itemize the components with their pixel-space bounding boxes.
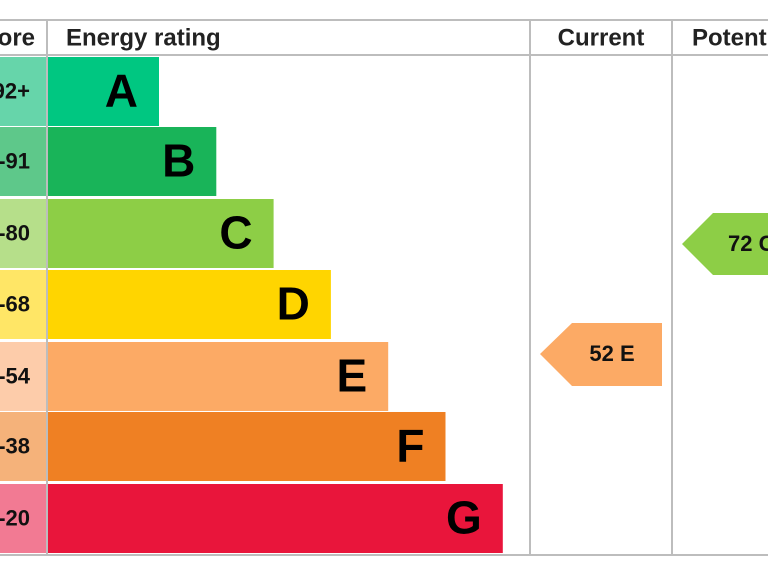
potential-header: Potential: [692, 24, 768, 51]
rating-letter: B: [162, 135, 195, 187]
score-range: 81-91: [0, 148, 30, 173]
rating-header: Energy rating: [66, 24, 221, 51]
score-cell: [0, 412, 46, 481]
rating-letter: A: [105, 65, 138, 117]
score-cell: [0, 484, 46, 553]
rating-band: [48, 199, 274, 268]
rating-letter: F: [396, 420, 424, 472]
potential-label: 72 C: [728, 231, 768, 256]
score-range: 55-68: [0, 291, 30, 316]
score-range: 39-54: [0, 363, 31, 388]
score-range: 92+: [0, 78, 30, 103]
score-range: 21-38: [0, 433, 30, 458]
potential-arrow: [682, 213, 768, 275]
rating-letter: E: [337, 350, 368, 402]
rating-band: [48, 57, 159, 126]
score-header: Score: [0, 24, 35, 51]
score-range: 69-80: [0, 220, 30, 245]
score-cell: [0, 127, 46, 196]
bands: 92+ A 81-91 B 69-80 C 55-68 D 39-54 E 21-38 F 1-20 G: [0, 57, 503, 553]
current-label: 52 E: [589, 341, 634, 366]
rating-letter: G: [446, 492, 482, 544]
rating-band: [48, 484, 503, 553]
score-cell: [0, 342, 46, 411]
rating-letter: D: [277, 278, 310, 330]
score-cell: [0, 57, 46, 126]
rating-band: [48, 270, 331, 339]
score-cell: [0, 270, 46, 339]
current-arrow: [540, 323, 662, 386]
rating-band: [48, 342, 389, 411]
rating-band: [48, 127, 217, 196]
current-header: Current: [558, 24, 645, 51]
rating-letter: C: [219, 207, 252, 259]
score-cell: [0, 199, 46, 268]
rating-band: [48, 412, 446, 481]
score-range: 1-20: [0, 505, 30, 530]
